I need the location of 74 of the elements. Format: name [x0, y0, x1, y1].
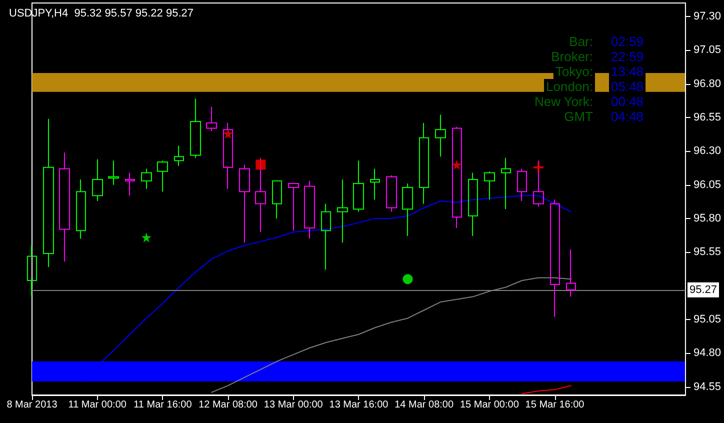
- y-tick-label: 94.80: [693, 347, 722, 360]
- candlestick: [452, 126, 462, 228]
- text: 13:48: [611, 64, 644, 79]
- annotation: Tokyo:: [555, 64, 593, 79]
- candlestick: [337, 178, 348, 244]
- x-tick-label: 15 Mar 00:00: [460, 400, 520, 410]
- candlestick: [59, 152, 70, 262]
- x-tick-label: 13 Mar 00:00: [264, 400, 324, 410]
- y-tick-label: 97.05: [693, 44, 722, 56]
- ref-line-label: 95.27: [689, 284, 718, 296]
- candlestick: [255, 157, 266, 233]
- candlestick: [272, 180, 282, 220]
- candlestick: [533, 160, 544, 207]
- candlestick: [501, 157, 511, 210]
- candlestick: [27, 244, 37, 296]
- candlestick: [288, 183, 299, 232]
- candlestick: [108, 160, 119, 186]
- y-tick-label: 95.80: [693, 212, 722, 225]
- point: [533, 162, 544, 172]
- x-tick-label: 13 Mar 16:00: [329, 400, 389, 410]
- text: 02:59: [611, 34, 644, 49]
- candlestick: [43, 118, 54, 268]
- candlestick: [157, 160, 168, 192]
- candlestick: [92, 158, 103, 202]
- annotation: Bar:: [569, 34, 593, 49]
- y-tick-label: 96.05: [693, 178, 722, 191]
- x-tick-label: 14 Mar 08:00: [394, 400, 454, 410]
- candlestick: [370, 168, 380, 200]
- candlestick: [353, 160, 364, 212]
- y-tick-label: 96.30: [693, 145, 722, 158]
- y-tick-label: 97.30: [693, 10, 722, 22]
- candlestick: [386, 174, 397, 212]
- y-tick-label: 94.55: [693, 380, 722, 393]
- candlestick: [223, 122, 233, 190]
- annotation: GMT: [564, 109, 594, 124]
- text: 00:48: [611, 94, 644, 109]
- x-tick-label: 12 Mar 08:00: [198, 400, 258, 410]
- text: 05:48: [611, 79, 644, 94]
- y-tick-label: 95.55: [693, 246, 722, 258]
- candlestick: [419, 122, 429, 204]
- candlestick: [190, 98, 201, 158]
- candlestick: [435, 114, 446, 158]
- text: 04:48: [611, 109, 644, 124]
- candlestick: [239, 164, 250, 244]
- candlestick: [304, 180, 315, 240]
- candlestick: [550, 199, 560, 318]
- x-tick-label: 8 Mar 2013: [6, 400, 58, 410]
- point: [141, 232, 152, 242]
- y-tick-label: 96.80: [693, 78, 722, 90]
- x-tick-label: 11 Mar 16:00: [134, 400, 192, 410]
- candlestick: [517, 168, 527, 202]
- text: 22:59: [611, 49, 644, 64]
- annotation: London:: [546, 79, 593, 94]
- point: [256, 160, 266, 170]
- annotation: Broker:: [551, 49, 593, 64]
- y-tick-label: 95.05: [693, 314, 722, 326]
- x-tick-label: 15 Mar 16:00: [525, 400, 585, 410]
- annotation: New York:: [534, 94, 593, 109]
- candlestick: [141, 168, 152, 190]
- candlestick: [402, 183, 413, 237]
- y-tick-label: 96.55: [693, 112, 722, 124]
- candlestick: [76, 178, 86, 240]
- candlestick: [321, 203, 331, 270]
- candlestick: [206, 106, 217, 132]
- candlestick: [468, 172, 478, 237]
- line-series: [522, 385, 572, 394]
- x-tick-label: 11 Mar 00:00: [68, 400, 127, 410]
- point: [452, 160, 462, 170]
- point: [402, 274, 413, 284]
- candlestick: [174, 145, 184, 166]
- candlestick: [566, 249, 576, 298]
- candlestick: [484, 170, 495, 200]
- candlestick: [125, 172, 135, 196]
- point: [223, 128, 234, 139]
